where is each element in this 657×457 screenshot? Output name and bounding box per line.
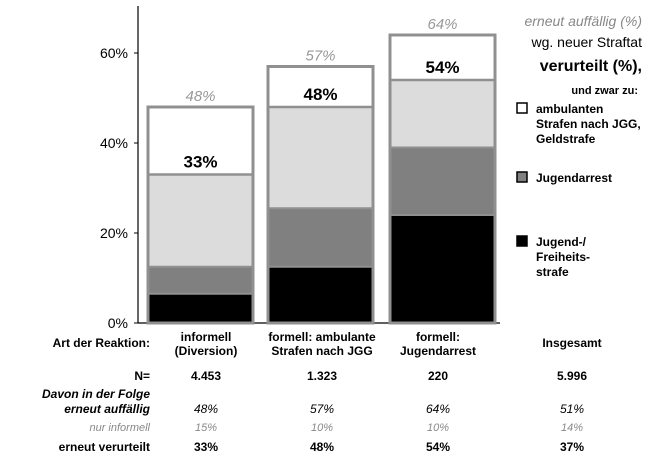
legend-item-1-line-1: ambulanten xyxy=(536,102,603,116)
row-label-art: Art der Reaktion: xyxy=(52,336,150,350)
legend-item-2-line-1: Jugendarrest xyxy=(536,171,612,185)
bar-segment-3-2 xyxy=(390,147,495,215)
bar-label-auffaellig-1: 48% xyxy=(185,88,215,105)
auffaellig-value-1: 48% xyxy=(193,402,219,416)
row-label-davon-2: erneut auffällig xyxy=(64,402,150,416)
auffaellig-outline-3 xyxy=(388,33,497,325)
bar-label-auffaellig-3: 64% xyxy=(427,16,457,33)
legend-swatch-3 xyxy=(516,235,528,247)
n-value-2: 1.323 xyxy=(306,369,338,383)
y-tick-label-2: 40% xyxy=(100,135,128,151)
category-label-1: informell (Diversion) xyxy=(174,330,238,358)
bar-segment-2-2 xyxy=(268,208,373,267)
bar-label-verurteilt-1: 33% xyxy=(183,153,217,172)
nur-informell-value-4: 14% xyxy=(560,422,584,434)
auffaellig-outline-2 xyxy=(266,65,375,325)
legend-item-3-line-1: Jugend-/ xyxy=(536,235,587,249)
legend-item-3-line-3: strafe xyxy=(536,265,569,279)
y-tick-label-3: 60% xyxy=(100,45,128,61)
bar-label-auffaellig-2: 57% xyxy=(305,48,335,65)
row-label-davon-1: Davon in der Folge xyxy=(41,387,150,401)
nur-informell-value-2: 10% xyxy=(310,422,334,434)
legend-title-italic: erneut auffällig (%) xyxy=(524,13,642,29)
legend-item-1-line-2: Strafen nach JGG, xyxy=(536,117,641,131)
category-label-2: formell: ambulante Strafen nach JGG xyxy=(268,330,376,358)
category-label-3: formell: Jugendarrest xyxy=(399,330,477,358)
bar-segment-3-3 xyxy=(390,80,495,148)
bar-segment-1-3 xyxy=(148,174,253,267)
verurteilt-value-4: 37% xyxy=(559,440,585,454)
bar-segment-1-1 xyxy=(148,293,253,323)
row-label-n: N= xyxy=(134,369,150,383)
legend-subtitle: und zwar zu: xyxy=(571,85,638,97)
nur-informell-value-1: 15% xyxy=(194,422,218,434)
auffaellig-value-3: 64% xyxy=(425,402,451,416)
nur-informell-value-3: 10% xyxy=(426,422,450,434)
legend-swatch-1 xyxy=(516,102,528,114)
category-label-4: Insgesamt xyxy=(542,336,602,350)
bar-label-verurteilt-2: 48% xyxy=(303,85,337,104)
row-label-verurteilt: erneut verurteilt xyxy=(58,440,150,454)
auffaellig-value-2: 57% xyxy=(309,402,335,416)
verurteilt-value-3: 54% xyxy=(425,440,451,454)
auffaellig-outline-1 xyxy=(146,105,255,325)
auffaellig-value-4: 51% xyxy=(559,402,585,416)
n-value-4: 5.996 xyxy=(556,369,588,383)
legend-title-line2: wg. neuer Straftat xyxy=(530,34,642,50)
stacked-bar-chart: 0% 20% 40% 60% 33% 48% 48% 57% 54% 64% erneut auff… xyxy=(100,6,642,331)
y-tick-label-1: 20% xyxy=(100,225,128,241)
verurteilt-value-2: 48% xyxy=(309,440,335,454)
row-label-nur-informell: nur informell xyxy=(89,422,150,434)
legend-swatch-2 xyxy=(516,171,528,183)
bar-label-verurteilt-3: 54% xyxy=(425,58,459,77)
legend-title-bold: verurteilt (%), xyxy=(540,58,642,75)
verurteilt-value-1: 33% xyxy=(193,440,219,454)
bar-segment-2-3 xyxy=(268,107,373,209)
n-value-1: 4.453 xyxy=(190,369,222,383)
legend-item-1-line-3: Geldstrafe xyxy=(536,132,596,146)
y-tick-label-0: 0% xyxy=(108,315,128,331)
bar-segment-3-1 xyxy=(390,215,495,323)
bar-segment-2-1 xyxy=(268,266,373,323)
bar-segment-1-2 xyxy=(148,266,253,294)
n-value-3: 220 xyxy=(427,369,449,383)
legend-item-3-line-2: Freiheits- xyxy=(536,250,590,264)
